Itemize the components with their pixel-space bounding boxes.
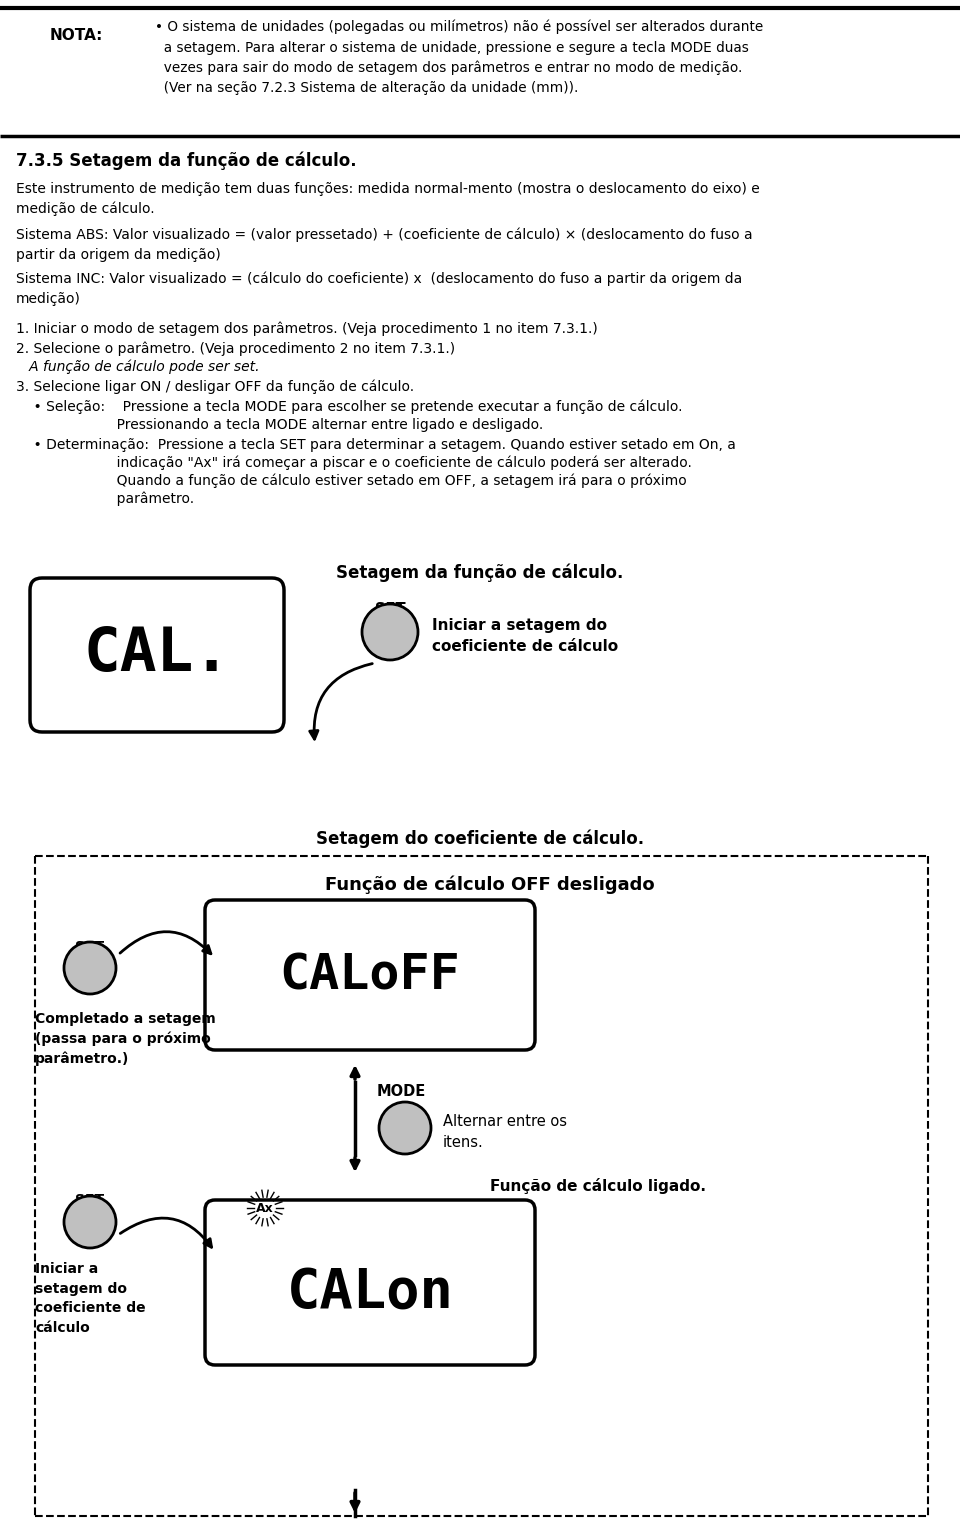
Text: CAL.: CAL. <box>84 626 230 684</box>
Text: Função de cálculo OFF desligado: Função de cálculo OFF desligado <box>325 876 655 895</box>
Text: SET: SET <box>76 1193 105 1207</box>
Text: SET: SET <box>76 941 105 954</box>
Text: A função de cálculo pode ser set.: A função de cálculo pode ser set. <box>16 360 259 375</box>
Text: Sistema INC: Valor visualizado = (cálculo do coeficiente) x  (deslocamento do fu: Sistema INC: Valor visualizado = (cálcul… <box>16 272 742 306</box>
Text: 3. Selecione ligar ON / desligar OFF da função de cálculo.: 3. Selecione ligar ON / desligar OFF da … <box>16 380 414 395</box>
Text: Setagem da função de cálculo.: Setagem da função de cálculo. <box>336 564 624 583</box>
Circle shape <box>379 1102 431 1154</box>
Text: Este instrumento de medição tem duas funções: medida normal-mento (mostra o desl: Este instrumento de medição tem duas fun… <box>16 181 759 217</box>
Text: 2. Selecione o parâmetro. (Veja procedimento 2 no item 7.3.1.): 2. Selecione o parâmetro. (Veja procedim… <box>16 343 455 357</box>
Text: Alternar entre os
itens.: Alternar entre os itens. <box>443 1114 567 1150</box>
Circle shape <box>64 1196 116 1248</box>
Text: CALoFF: CALoFF <box>279 951 461 999</box>
Text: Iniciar a
setagem do
coeficiente de
cálculo: Iniciar a setagem do coeficiente de cálc… <box>35 1262 146 1334</box>
FancyBboxPatch shape <box>30 578 284 732</box>
Circle shape <box>362 604 418 659</box>
Text: Pressionando a tecla MODE alternar entre ligado e desligado.: Pressionando a tecla MODE alternar entre… <box>16 418 543 432</box>
Text: SET: SET <box>374 603 405 616</box>
Text: MODE: MODE <box>377 1084 426 1099</box>
Text: Ax: Ax <box>256 1202 274 1214</box>
Text: Setagem do coeficiente de cálculo.: Setagem do coeficiente de cálculo. <box>316 830 644 848</box>
Text: 7.3.5 Setagem da função de cálculo.: 7.3.5 Setagem da função de cálculo. <box>16 152 356 171</box>
Text: Sistema ABS: Valor visualizado = (valor pressetado) + (coeficiente de cálculo) ×: Sistema ABS: Valor visualizado = (valor … <box>16 227 753 261</box>
FancyBboxPatch shape <box>205 1200 535 1365</box>
Text: Iniciar a setagem do
coeficiente de cálculo: Iniciar a setagem do coeficiente de cálc… <box>432 618 618 655</box>
Text: • O sistema de unidades (polegadas ou milímetros) não é possível ser alterados d: • O sistema de unidades (polegadas ou mi… <box>155 20 763 95</box>
Text: Quando a função de cálculo estiver setado em OFF, a setagem irá para o próximo: Quando a função de cálculo estiver setad… <box>16 473 686 489</box>
Text: • Determinação:  Pressione a tecla SET para determinar a setagem. Quando estiver: • Determinação: Pressione a tecla SET pa… <box>16 438 736 452</box>
Text: Completado a setagem
(passa para o próximo
parâmetro.): Completado a setagem (passa para o próxi… <box>35 1011 216 1067</box>
Text: Função de cálculo ligado.: Função de cálculo ligado. <box>490 1177 706 1194</box>
Text: 1. Iniciar o modo de setagem dos parâmetros. (Veja procedimento 1 no item 7.3.1.: 1. Iniciar o modo de setagem dos parâmet… <box>16 321 598 337</box>
Text: parâmetro.: parâmetro. <box>16 492 194 507</box>
Text: • Seleção:    Pressione a tecla MODE para escolher se pretende executar a função: • Seleção: Pressione a tecla MODE para e… <box>16 400 683 415</box>
FancyBboxPatch shape <box>205 901 535 1050</box>
Text: NOTA:: NOTA: <box>50 28 104 43</box>
Text: CALon: CALon <box>287 1266 453 1319</box>
Text: indicação "Ax" irá começar a piscar e o coeficiente de cálculo poderá ser altera: indicação "Ax" irá começar a piscar e o … <box>16 456 692 470</box>
Circle shape <box>64 942 116 994</box>
